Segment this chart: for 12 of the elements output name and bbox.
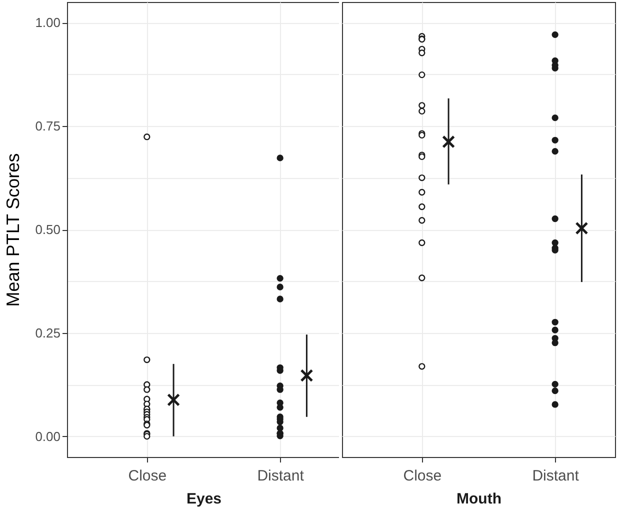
x-tick-label: Distant bbox=[257, 468, 305, 484]
y-tick-label: 0.50 bbox=[35, 222, 60, 237]
y-tick-label: 0.75 bbox=[35, 118, 60, 134]
y-tick-label: 0.00 bbox=[35, 428, 60, 444]
y-axis-title: Mean PTLT Scores bbox=[3, 153, 24, 307]
x-tick-label: Close bbox=[128, 468, 167, 484]
x-tick-label: Distant bbox=[532, 468, 580, 484]
x-axis-title: Eyes bbox=[186, 490, 222, 508]
y-tick-label: 0.25 bbox=[35, 325, 60, 340]
x-tick-label: Close bbox=[403, 468, 442, 484]
x-axis-title: Mouth bbox=[456, 490, 502, 508]
y-tick-label: 1.00 bbox=[35, 15, 60, 30]
